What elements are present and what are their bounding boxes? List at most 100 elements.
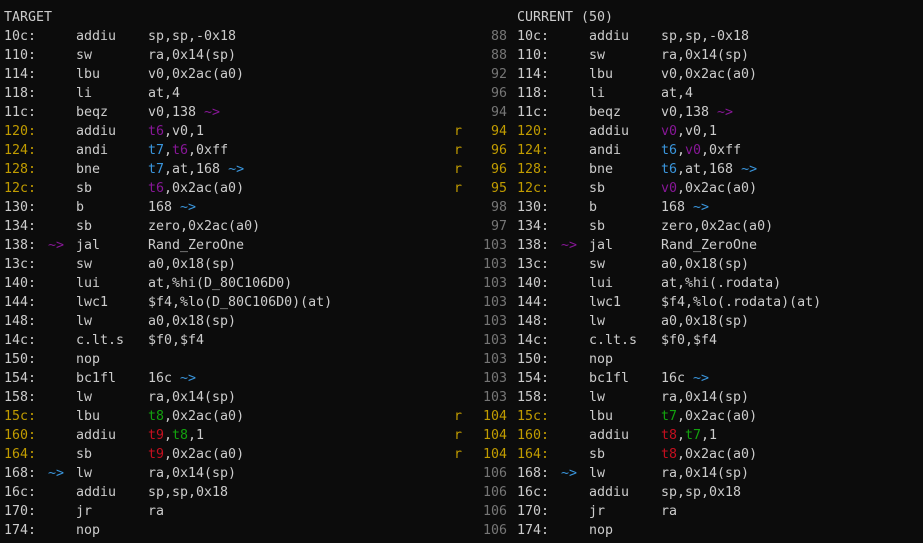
operand: at,%hi(.rodata) [661,276,782,291]
target-address: 12c: [4,181,37,196]
current-address: 174: [517,523,550,538]
current-address: 16c: [517,485,550,500]
operand: sp,sp,-0x18 [661,29,750,44]
current-mnemonic: sb [589,181,606,196]
current-mnemonic: b [589,200,598,215]
operand: 16c [661,371,694,386]
line-number: 104 [482,428,507,443]
diff-marker: r [454,143,463,158]
operand: ra,0x14(sp) [661,48,750,63]
line-number: 95 [490,181,507,196]
operand: $f0,$f4 [661,333,718,348]
target-address: 14c: [4,333,37,348]
target-mnemonic: jr [76,504,93,519]
current-operands: v0,v0,1 [661,122,717,141]
current-address: 15c: [517,409,550,424]
operand: t8 [148,409,165,424]
target-operands: at,4 [148,84,180,103]
target-mnemonic: jal [76,238,101,253]
target-operands: $f0,$f4 [148,331,204,350]
target-mnemonic: addiu [76,124,117,139]
current-mnemonic: lwc1 [589,295,622,310]
current-mnemonic: li [589,86,606,101]
target-operands: t9,0x2ac(a0) [148,445,244,464]
target-operands: a0,0x18(sp) [148,312,236,331]
target-header: TARGET [4,10,53,25]
operand: ra,0x14(sp) [148,48,237,63]
operand: ,v0,1 [164,124,205,139]
current-address: 14c: [517,333,550,348]
operand: $f4,%lo(.rodata)(at) [661,295,822,310]
target-mnemonic: sb [76,181,93,196]
line-number: 106 [482,523,507,538]
operand: v0,0x2ac(a0) [148,67,245,82]
operand: at,%hi(D_80C106D0) [148,276,293,291]
operand: t8 [661,428,678,443]
current-operands: at,4 [661,84,693,103]
line-number: 103 [482,371,507,386]
operand: v0 [661,181,678,196]
operand: t7 [148,143,165,158]
operand: t7 [685,428,702,443]
operand: ,v0,1 [677,124,718,139]
current-address: 118: [517,86,550,101]
operand: ,0x2ac(a0) [677,181,758,196]
target-operands: ra,0x14(sp) [148,46,236,65]
operand: t6 [148,124,165,139]
current-address: 164: [517,447,550,462]
current-operands: t8,t7,1 [661,426,717,445]
line-number: 106 [482,485,507,500]
diff-row: 168: ~> lw ra,0x14(sp) 106 168: ~> lw ra,0x14(sp… [0,464,923,483]
target-mnemonic: li [76,86,93,101]
line-number: 103 [482,314,507,329]
target-mnemonic: lw [76,466,93,481]
operand: a0,0x18(sp) [148,257,237,272]
current-mnemonic: lbu [589,67,614,82]
target-mnemonic: bc1fl [76,371,117,386]
current-address: 150: [517,352,550,367]
diff-row: 14c: c.lt.s $f0,$f4 103 14c: c.lt.s $f0,$f4 [0,331,923,350]
target-mnemonic: lbu [76,67,101,82]
operand: ra [148,504,165,519]
diff-row: 174: nop 106 174: nop [0,521,923,540]
current-operands: t7,0x2ac(a0) [661,407,757,426]
target-mnemonic: lw [76,390,93,405]
line-number: 103 [482,333,507,348]
target-mnemonic: beqz [76,105,109,120]
operand: t6 [661,143,678,158]
target-mnemonic: addiu [76,428,117,443]
target-address: 150: [4,352,37,367]
current-operands: t6,at,168 ~> [661,160,757,179]
operand: 168 [661,200,694,215]
branch-arrow: ~> [717,105,734,120]
line-number: 104 [482,409,507,424]
diff-row: 13c: sw a0,0x18(sp) 103 13c: sw a0,0x18(sp) [0,255,923,274]
target-operands: t6,v0,1 [148,122,204,141]
operand: a0,0x18(sp) [661,257,750,272]
operand: t8 [172,428,189,443]
current-address: 158: [517,390,550,405]
target-address: 138: [4,238,37,253]
operand: ,0x2ac(a0) [677,447,758,462]
branch-arrow: ~> [693,371,710,386]
line-number: 103 [482,276,507,291]
operand: , [164,428,173,443]
line-number: 88 [490,29,507,44]
target-operands: 168 ~> [148,198,196,217]
current-header: CURRENT (50) [517,10,614,25]
current-operands: a0,0x18(sp) [661,312,749,331]
current-mnemonic: c.lt.s [589,333,638,348]
branch-arrow: ~> [693,200,710,215]
current-mnemonic: lui [589,276,614,291]
branch-target-arrow: ~> [561,466,578,481]
current-address: 124: [517,143,550,158]
current-mnemonic: lw [589,314,606,329]
operand: v0,138 [661,105,718,120]
target-mnemonic: bne [76,162,101,177]
target-mnemonic: lbu [76,409,101,424]
target-mnemonic: b [76,200,85,215]
operand: , [677,428,686,443]
target-operands: t9,t8,1 [148,426,204,445]
target-operands: 16c ~> [148,369,196,388]
operand: t7 [148,162,165,177]
